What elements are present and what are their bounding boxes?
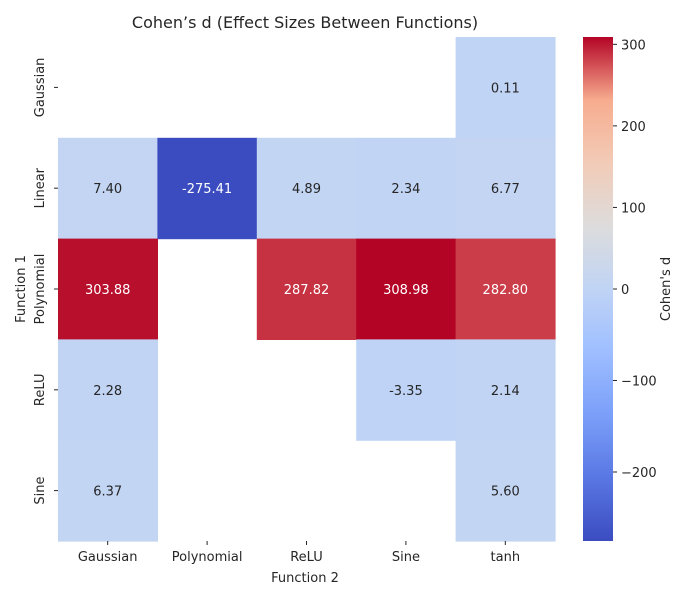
x-tick-label: Polynomial — [172, 550, 243, 565]
heatmap-cell — [58, 238, 158, 340]
cell-value-label: 6.77 — [491, 182, 520, 197]
cell-value-label: 0.11 — [491, 81, 520, 96]
heatmap-cell — [256, 137, 357, 240]
colorbar-tick-label: 100 — [621, 201, 646, 216]
colorbar-label: Cohen's d — [659, 257, 674, 321]
heatmap-cells: 0.11 7.40 -275.41 4.89 2.34 6.77 303.88 287.82 3… — [58, 37, 556, 542]
heatmap-cell — [455, 339, 556, 441]
y-axis: Gaussian Linear Polynomial ReLU Sine — [33, 58, 58, 505]
x-axis-label: Function 2 — [271, 571, 339, 586]
cell-value-label: 6.37 — [93, 485, 122, 500]
x-tick-label: Gaussian — [78, 550, 138, 565]
y-tick-label: Sine — [33, 477, 48, 505]
y-tick-label: Polynomial — [33, 254, 48, 325]
cell-value-label: -275.41 — [182, 182, 232, 197]
heatmap-cell — [58, 440, 158, 542]
heatmap-cell — [58, 339, 158, 441]
colorbar-tick-label: −200 — [621, 466, 657, 481]
heatmap-cell — [455, 238, 556, 340]
x-tick-label: ReLU — [290, 550, 323, 565]
heatmap-cell — [256, 238, 357, 340]
colorbar-tick-label: 0 — [621, 283, 629, 298]
cell-value-label: 5.60 — [491, 485, 520, 500]
colorbar-tick-label: −100 — [621, 374, 657, 389]
heatmap-cell — [356, 339, 457, 441]
cell-value-label: 4.89 — [292, 182, 321, 197]
colorbar-gradient — [583, 37, 613, 541]
colorbar-tick-label: 200 — [621, 120, 646, 135]
cell-value-label: 308.98 — [383, 283, 429, 298]
cell-value-label: 282.80 — [483, 283, 529, 298]
heatmap-cell — [455, 37, 556, 139]
cell-value-label: -3.35 — [389, 384, 423, 399]
cell-value-label: 287.82 — [284, 283, 330, 298]
cell-value-label: 7.40 — [93, 182, 122, 197]
cell-value-label: 303.88 — [85, 283, 131, 298]
colorbar: −200 −100 0 100 200 300 Cohen's d — [583, 37, 674, 541]
x-axis: Gaussian Polynomial ReLU Sine tanh — [78, 541, 520, 565]
cell-value-label: 2.14 — [491, 384, 520, 399]
heatmap-cell — [455, 440, 556, 542]
heatmap-cell — [157, 137, 258, 240]
heatmap-cell — [356, 238, 457, 340]
heatmap-cell — [455, 137, 556, 240]
y-tick-label: ReLU — [33, 374, 48, 407]
cell-value-label: 2.34 — [391, 182, 420, 197]
chart-title: Cohen’s d (Effect Sizes Between Function… — [132, 13, 478, 32]
heatmap-cell — [356, 137, 457, 240]
colorbar-tick-label: 300 — [621, 38, 646, 53]
x-tick-label: tanh — [491, 550, 521, 565]
x-tick-label: Sine — [392, 550, 420, 565]
cell-value-label: 2.28 — [93, 384, 122, 399]
y-tick-label: Gaussian — [33, 58, 48, 118]
heatmap-cell — [58, 137, 158, 240]
y-tick-label: Linear — [33, 167, 48, 208]
y-axis-label: Function 1 — [14, 255, 29, 323]
